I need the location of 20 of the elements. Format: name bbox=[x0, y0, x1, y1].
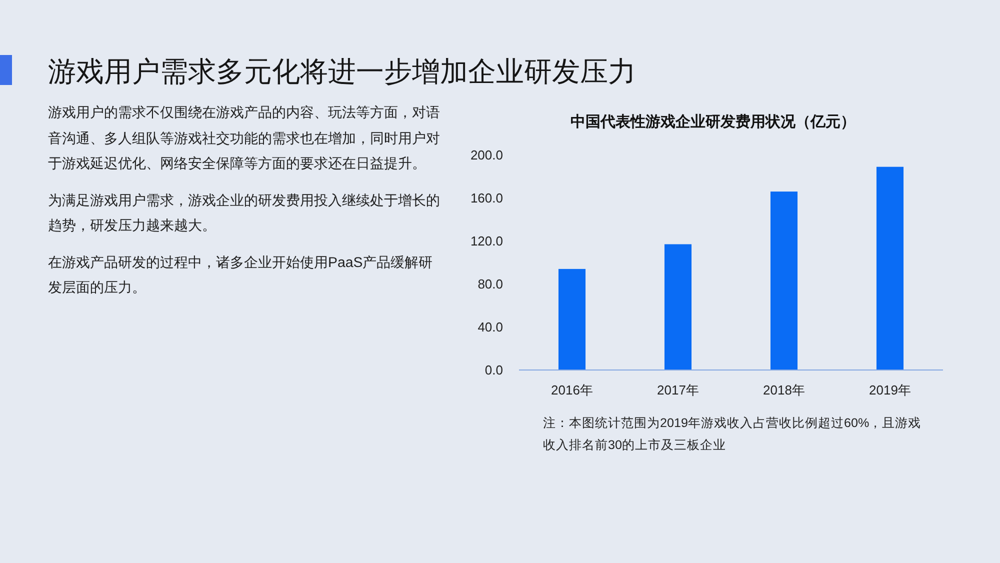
text: 游戏用户的需求不仅围绕在游戏产品的内容、玩法等方面，对语音沟通、多人组队等游戏社交功能的需求也在增加，同时用户对于游戏延迟优化、网络安全保障等方面的要求还在日益提升。 bbox=[48, 104, 441, 174]
y-tick-label: 40.0 bbox=[478, 320, 503, 334]
x-tick-label: 2017年 bbox=[657, 382, 699, 398]
text: 游戏用户需求多元化将进一步增加企业研发压力 bbox=[48, 55, 636, 89]
y-tick-label: 120.0 bbox=[470, 234, 503, 248]
x-tick-label: 2019年 bbox=[869, 382, 911, 398]
y-tick-label: 200.0 bbox=[470, 148, 503, 162]
bar bbox=[558, 268, 586, 370]
chart-title: 中国代表性游戏企业研发费用状况（亿元） bbox=[570, 114, 856, 130]
text: 为满足游戏用户需求，游戏企业的研发费用投入继续处于增长的趋势，研发压力越来越大。 bbox=[48, 192, 441, 236]
bar bbox=[664, 244, 692, 370]
y-tick-label: 0.0 bbox=[484, 362, 503, 378]
y-tick-label: 80.0 bbox=[478, 276, 503, 292]
bar bbox=[876, 166, 904, 370]
text: 在游戏产品研发的过程中，诸多企业开始使用PaaS产品缓解研发层面的压力。 bbox=[48, 254, 434, 298]
x-tick-label: 2018年 bbox=[763, 382, 805, 398]
x-tick-label: 2016年 bbox=[551, 382, 593, 398]
y-tick-label: 160.0 bbox=[470, 190, 503, 206]
bar bbox=[770, 192, 798, 370]
text: 注：本图统计范围为2019年游戏收入占营收比例超过60%，且游戏收入排名前30的上市及三板企业 bbox=[543, 415, 922, 454]
